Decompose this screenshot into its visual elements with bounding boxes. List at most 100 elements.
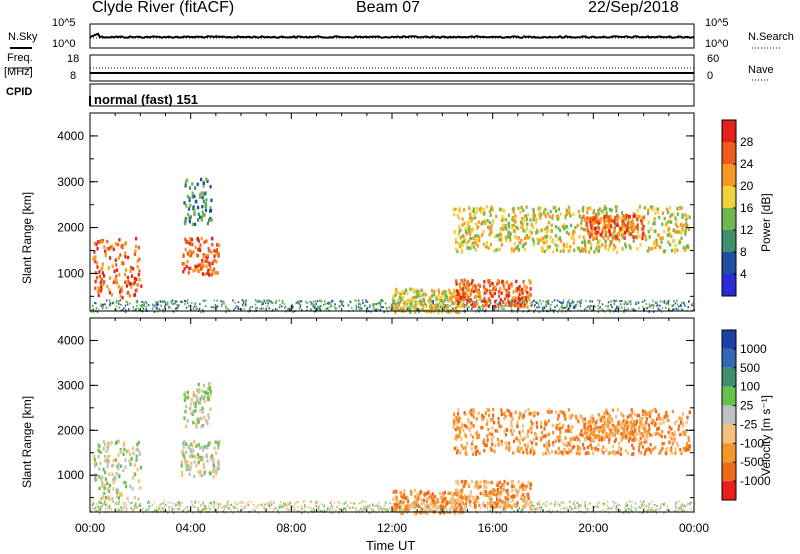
echo-cell [455,279,458,283]
echo-cell [177,305,179,308]
echo-cell [205,204,208,208]
echo-cell [419,307,422,312]
echo-cell [375,303,377,306]
echo-cell [473,283,476,288]
echo-cell [505,293,508,298]
echo-cell [394,293,397,297]
echo-cell [665,410,668,415]
echo-cell [532,411,535,415]
echo-cell [688,300,690,303]
echo-cell [184,183,187,187]
echo-cell [175,300,177,303]
echo-cell [217,506,220,509]
echo-cell [529,280,532,285]
echo-cell [471,227,475,231]
echo-cell [325,307,327,310]
echo-cell [645,421,648,425]
echo-cell [456,479,459,484]
echo-cell [444,290,447,294]
echo-cell [604,435,607,439]
echo-cell [199,243,202,247]
echo-cell [506,504,509,509]
echo-cell [604,244,607,248]
echo-cell [660,506,662,509]
echo-cell [620,412,623,416]
echo-cell [666,414,669,419]
echo-cell [129,462,132,467]
echo-cell [486,501,489,505]
echo-cell [414,499,417,503]
echo-cell [473,245,476,249]
echo-cell [488,283,492,288]
echo-cell [472,289,475,294]
echo-cell [91,500,94,503]
echo-cell [626,430,629,435]
echo-cell [474,222,477,227]
echo-cell [541,503,543,506]
echo-cell [517,480,520,484]
echo-cell [526,432,529,437]
echo-cell [204,202,207,206]
echo-cell [239,501,241,504]
echo-cell [659,308,661,311]
echo-cell [630,222,633,226]
echo-cell [611,306,613,308]
echo-cell [580,217,584,222]
echo-cell [602,427,605,432]
echo-cell [119,450,122,454]
echo-cell [497,289,501,294]
echo-cell [560,305,563,308]
echo-cell [648,427,651,431]
echo-cell [685,217,688,222]
echo-cell [518,430,521,435]
echo-cell [392,295,395,299]
echo-cell [457,506,460,509]
echo-cell [634,502,637,505]
echo-cell [610,304,612,306]
echo-cell [538,502,540,505]
echo-cell [549,209,552,214]
cpid-label: CPID [6,86,33,98]
echo-cell [674,503,677,506]
echo-cell [458,230,461,234]
echo-cell [313,509,316,512]
echo-cell [595,230,598,234]
echo-cell [553,505,556,508]
echo-cell [127,449,130,453]
echo-cell [95,275,99,280]
echo-cell [606,418,610,423]
colorbar-segment [722,230,736,252]
echo-cell [135,300,138,303]
echo-cell [393,304,396,308]
echo-cell [475,310,477,313]
echo-cell [215,305,218,308]
echo-cell [554,501,557,503]
echo-cell [449,291,452,296]
echo-cell [405,302,408,306]
echo-cell [518,411,521,415]
echo-cell [582,235,585,240]
echo-cell [199,264,202,268]
echo-cell [675,510,678,513]
echo-cell [452,425,455,429]
echo-cell [117,256,120,260]
echo-cell [610,219,614,223]
echo-cell [201,423,204,428]
echo-cell [106,464,109,469]
echo-cell [190,241,193,245]
echo-cell [455,416,458,420]
echo-cell [586,225,589,230]
echo-cell [202,448,205,452]
echo-cell [475,238,478,243]
echo-cell [383,505,385,508]
echo-cell [199,303,201,306]
echo-cell [382,508,385,511]
echo-cell [192,506,195,509]
echo-cell [661,417,664,421]
echo-cell [603,207,606,211]
echo-cell [115,308,117,311]
echo-cell [520,205,523,210]
echo-cell [514,220,517,224]
echo-cell [535,231,538,235]
echo-cell [558,236,562,240]
